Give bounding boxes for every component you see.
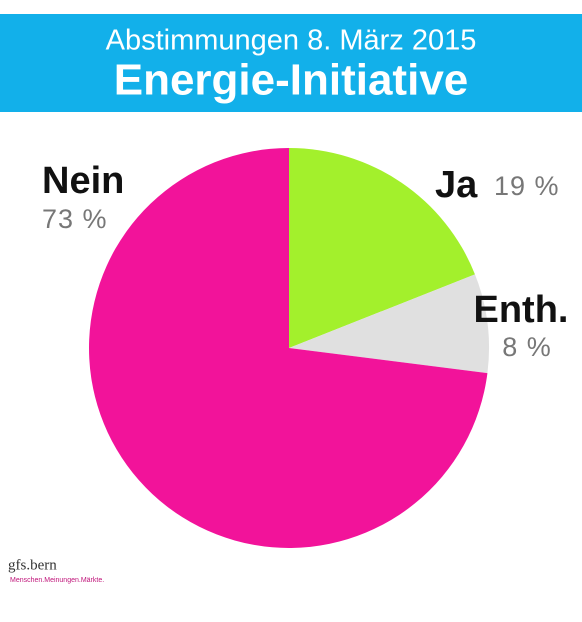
value-label: 8 % (502, 332, 552, 362)
slice-label: Nein (42, 160, 124, 202)
slice-label: Ja (435, 164, 478, 206)
chart-subtitle: Abstimmungen 8. März 2015 (106, 25, 477, 57)
header-band (0, 14, 582, 112)
logo: gfs.bern (8, 557, 57, 573)
pie-slice (289, 148, 475, 348)
logo-tagline: Menschen.Meinungen.Märkte. (10, 577, 104, 584)
pie-slice (289, 274, 489, 374)
value-label: 19 % (494, 171, 560, 201)
slice-label: Enth. (474, 289, 569, 331)
pie-slice (89, 148, 488, 548)
value-label: 73 % (42, 204, 108, 234)
chart-title: Energie-Initiative (114, 56, 469, 105)
